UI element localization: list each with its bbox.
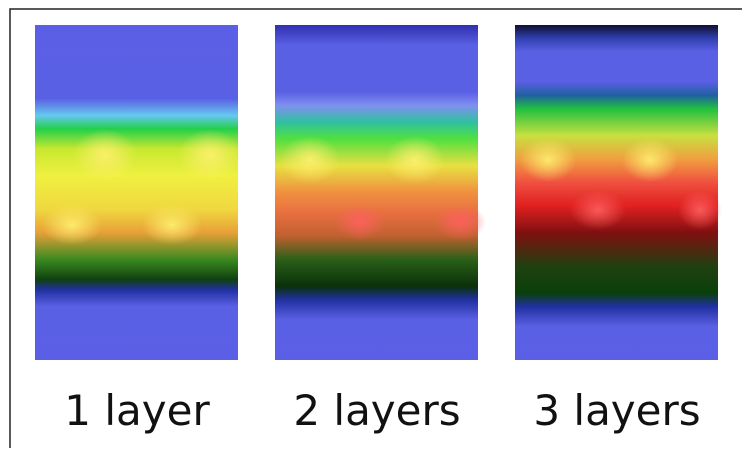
- lobe: [142, 205, 202, 245]
- panel-label: 1 layer: [64, 386, 210, 435]
- figure: 1 layer 2 layers 3 layers: [0, 0, 742, 450]
- lobe: [42, 205, 102, 245]
- panel-3: [515, 25, 722, 360]
- lobe: [178, 129, 242, 181]
- lobe: [520, 138, 576, 182]
- panel-2: [275, 25, 486, 360]
- simulation-image: [275, 25, 478, 360]
- simulation-image: [515, 25, 718, 360]
- lobe: [334, 204, 386, 240]
- lobe: [434, 204, 486, 240]
- panel-label: 2 layers: [293, 386, 460, 435]
- panel-1: [35, 25, 242, 360]
- lobe: [622, 138, 678, 182]
- lobe: [385, 136, 445, 184]
- lobe: [678, 190, 722, 230]
- simulation-image: [35, 25, 238, 360]
- panel-label: 3 layers: [533, 386, 700, 435]
- lobe: [73, 129, 137, 181]
- lobe: [280, 136, 340, 184]
- lobe: [570, 190, 626, 230]
